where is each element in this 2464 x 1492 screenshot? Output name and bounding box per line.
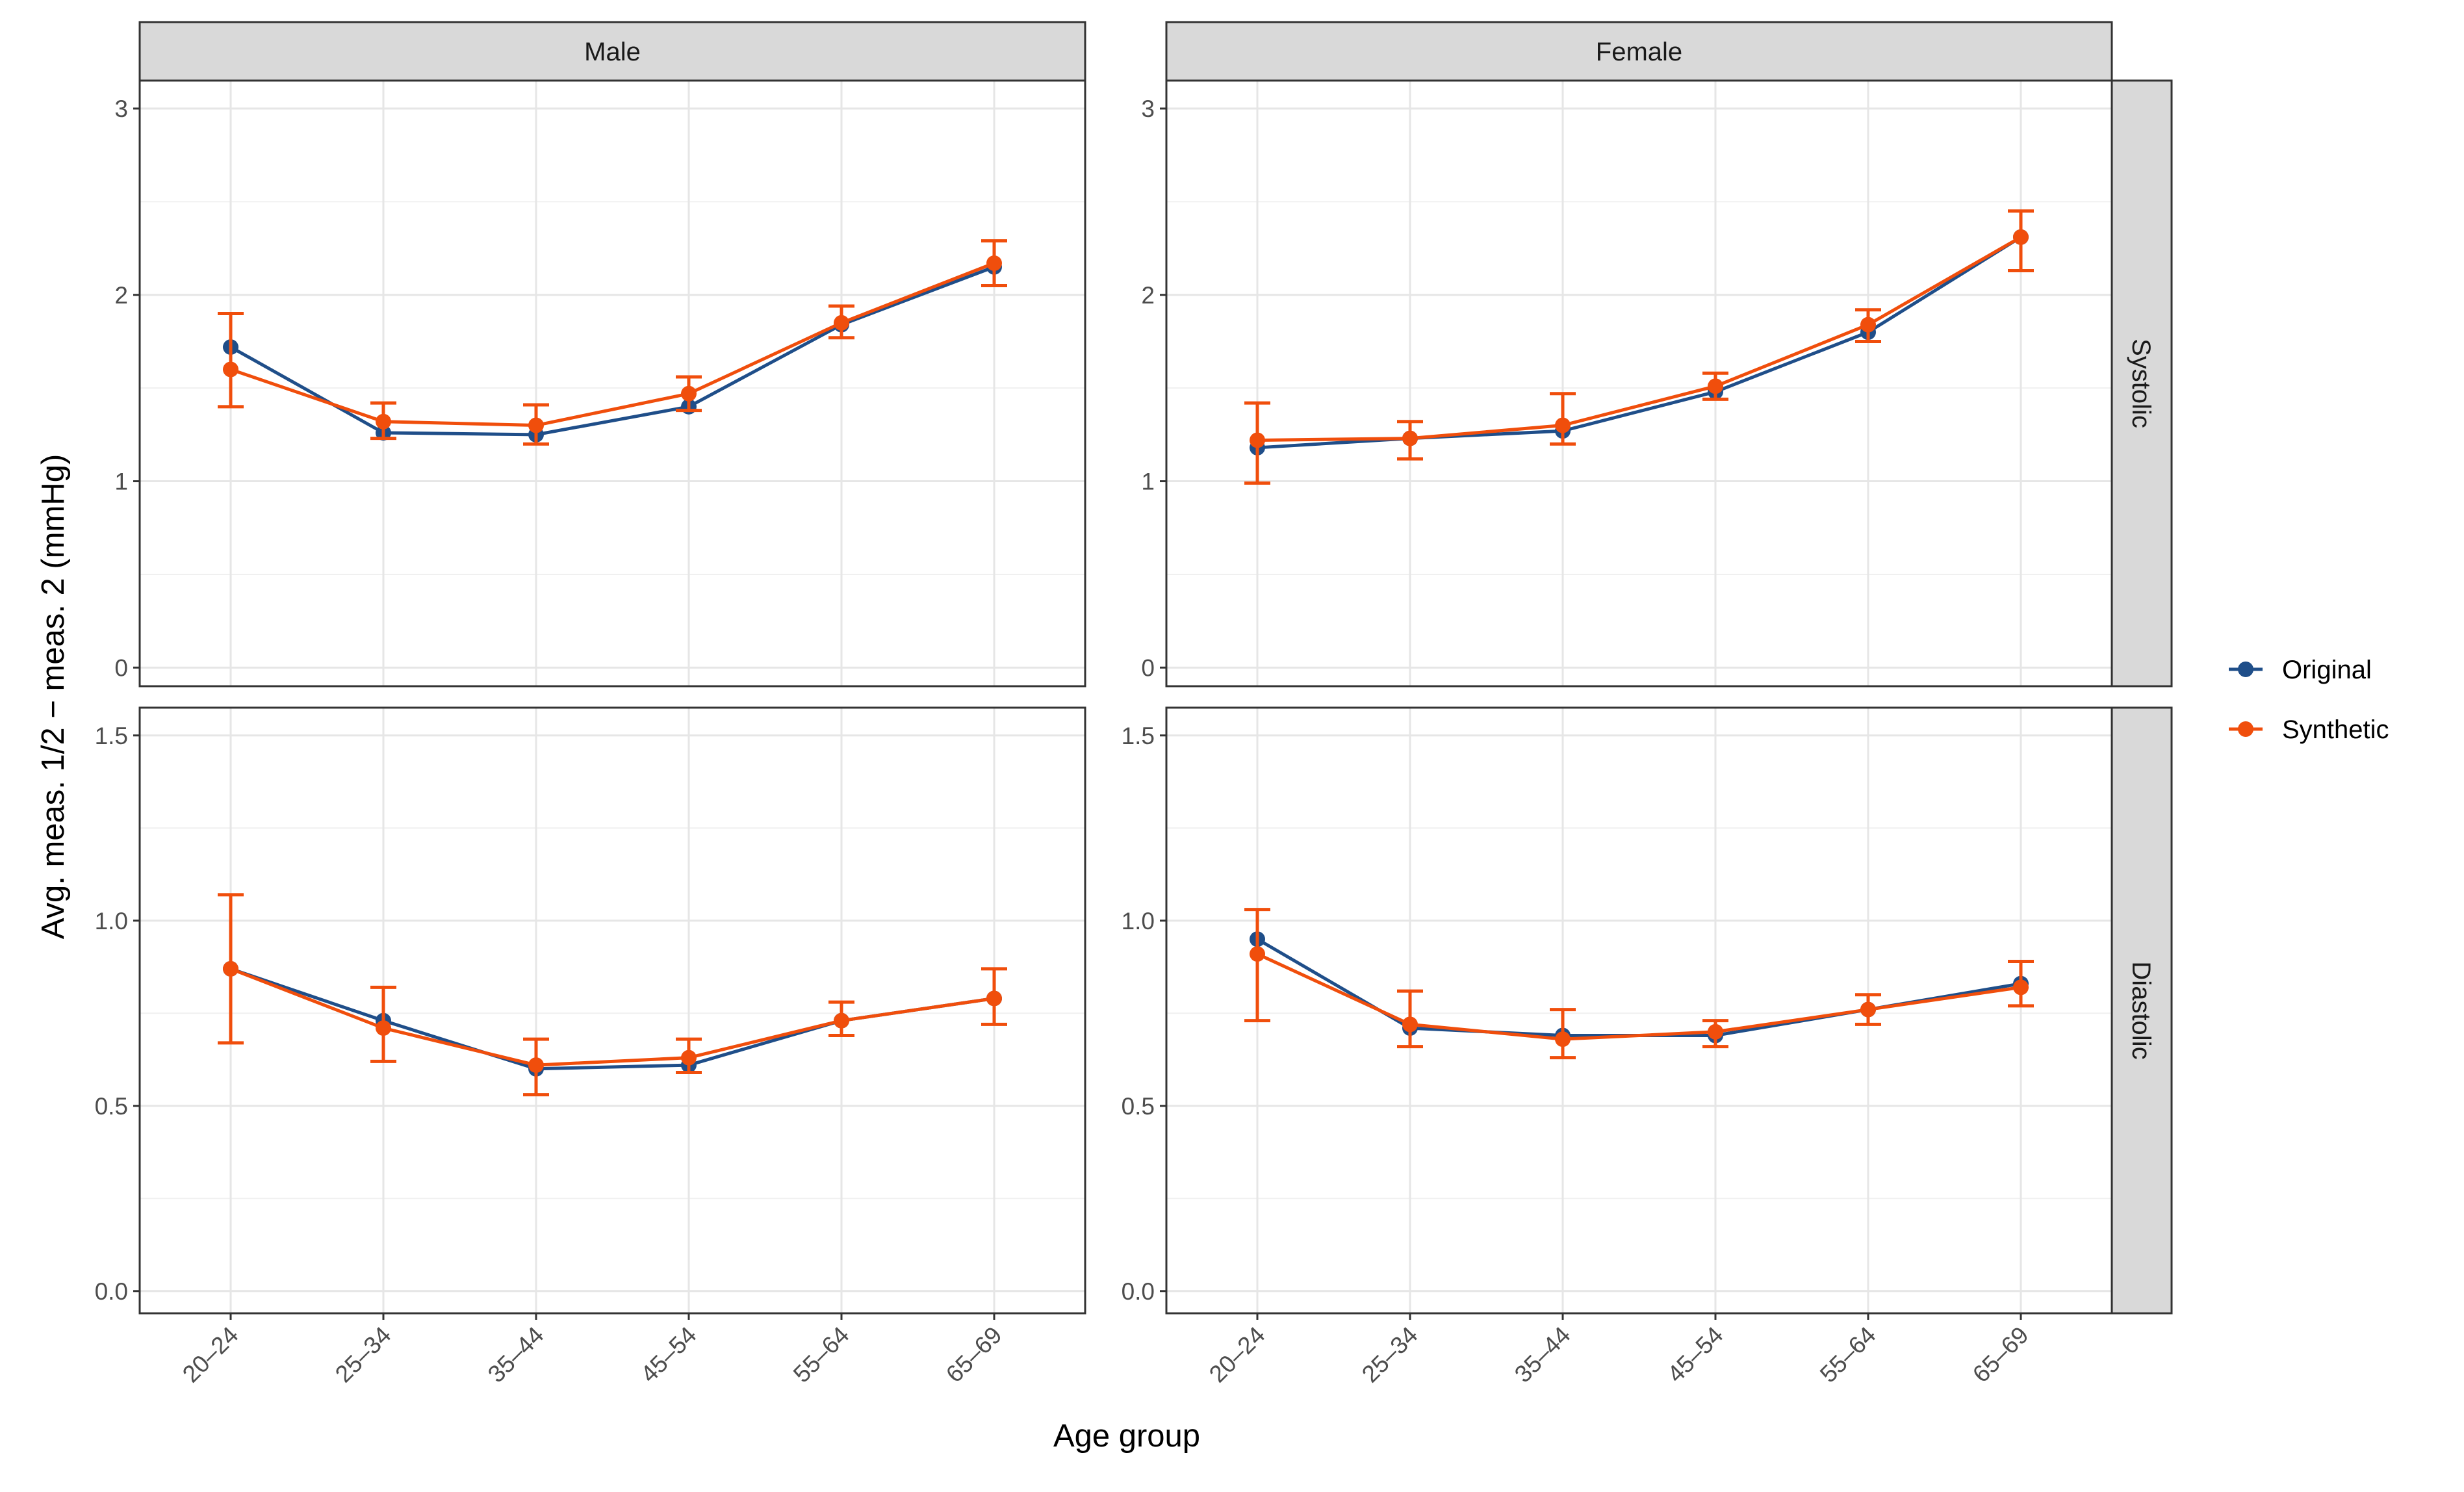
data-point bbox=[681, 385, 697, 402]
column-strip-female: Female bbox=[1165, 21, 2113, 82]
data-point bbox=[1860, 1001, 1876, 1018]
panel-border bbox=[138, 706, 1086, 1315]
x-axis-title: Age group bbox=[1053, 1419, 1200, 1454]
data-point bbox=[528, 1057, 544, 1074]
legend-label: Synthetic bbox=[2282, 715, 2389, 744]
series-synthetic bbox=[1244, 908, 2034, 1060]
series-line bbox=[230, 967, 995, 1067]
data-point bbox=[986, 990, 1002, 1007]
y-tick-label: 0 bbox=[114, 654, 128, 681]
data-point bbox=[376, 413, 391, 430]
y-tick-label: 0.5 bbox=[1122, 1093, 1155, 1120]
column-strip-label: Male bbox=[584, 38, 641, 66]
data-point bbox=[1708, 378, 1723, 394]
data-point bbox=[1402, 1016, 1418, 1033]
y-tick-label: 1.0 bbox=[1122, 908, 1155, 934]
data-point bbox=[1555, 1031, 1571, 1048]
y-tick-label: 1 bbox=[114, 469, 128, 495]
column-strip-label: Female bbox=[1596, 38, 1682, 66]
y-tick-label: 2 bbox=[1141, 282, 1155, 309]
y-tick-label: 3 bbox=[114, 96, 128, 122]
data-point bbox=[1708, 1023, 1723, 1040]
y-tick-label: 1.5 bbox=[1122, 723, 1155, 749]
column-strip-male: Male bbox=[138, 21, 1086, 82]
legend-marker bbox=[2238, 721, 2253, 737]
legend-marker bbox=[2238, 662, 2253, 677]
panel-female-systolic: 0 1 2 3 bbox=[1141, 79, 2113, 688]
series-synthetic bbox=[218, 893, 1007, 1097]
y-axis-title: Avg. meas. 1/2 − meas. 2 (mmHg) bbox=[36, 454, 71, 940]
legend: Original Synthetic bbox=[2229, 656, 2389, 744]
y-tick-label: 1 bbox=[1141, 469, 1155, 495]
row-strip-box bbox=[2111, 706, 2173, 1315]
legend-label: Original bbox=[2282, 656, 2372, 684]
data-point bbox=[223, 361, 238, 378]
data-point bbox=[986, 255, 1002, 272]
row-strip-diastolic: Diastolic bbox=[2111, 706, 2173, 1315]
row-strip-box bbox=[2111, 79, 2173, 688]
panel-background bbox=[1166, 81, 2112, 686]
data-point bbox=[223, 960, 238, 977]
series-line bbox=[229, 265, 995, 437]
y-tick-label: 2 bbox=[114, 282, 128, 309]
data-point bbox=[834, 1012, 849, 1029]
y-tick-label: 1.0 bbox=[95, 908, 128, 934]
data-point bbox=[1555, 417, 1571, 433]
data-point bbox=[681, 1049, 697, 1066]
strips-layer: Male Female Systolic Diastolic bbox=[138, 21, 2173, 1315]
series-line bbox=[230, 261, 995, 428]
y-tick-label: 0.5 bbox=[95, 1093, 128, 1120]
panel-female-diastolic: 0.00.51.01.520–24 25–34 35–44 45–54 55–64 65–… bbox=[1122, 706, 2113, 1387]
y-tick-label: 3 bbox=[1141, 96, 1155, 122]
series-synthetic bbox=[218, 239, 1007, 446]
data-point bbox=[2013, 229, 2029, 245]
panel-background bbox=[140, 708, 1085, 1313]
panel-background bbox=[1166, 708, 2112, 1313]
data-point bbox=[834, 315, 849, 331]
panel-male-diastolic: 0.00.51.01.520–24 25–34 35–44 45–54 55–64 65–… bbox=[95, 706, 1086, 1387]
data-point bbox=[1250, 432, 1265, 448]
row-strip-label: Diastolic bbox=[2127, 961, 2155, 1059]
series-line bbox=[1256, 952, 2021, 1041]
y-tick-label: 0 bbox=[1141, 654, 1155, 681]
data-point bbox=[528, 417, 544, 433]
row-strip-systolic: Systolic bbox=[2111, 79, 2173, 688]
data-point bbox=[376, 1020, 391, 1036]
data-point bbox=[1860, 316, 1876, 333]
data-point bbox=[1402, 430, 1418, 446]
series-synthetic bbox=[1244, 209, 2034, 485]
y-tick-label: 1.5 bbox=[95, 723, 128, 749]
panel-male-systolic: 0 1 2 3 bbox=[114, 79, 1086, 688]
y-tick-label: 0.0 bbox=[1122, 1278, 1155, 1305]
column-strip-box bbox=[1165, 21, 2113, 82]
column-strip-box bbox=[138, 21, 1086, 82]
legend-item-synthetic: Synthetic bbox=[2229, 715, 2389, 744]
y-tick-label: 0.0 bbox=[95, 1278, 128, 1305]
data-point bbox=[1250, 946, 1265, 962]
series-line bbox=[1257, 235, 2022, 442]
panel-background bbox=[140, 81, 1085, 686]
data-point bbox=[2013, 979, 2029, 996]
row-strip-label: Systolic bbox=[2127, 339, 2155, 428]
legend-item-original: Original bbox=[2229, 656, 2372, 684]
